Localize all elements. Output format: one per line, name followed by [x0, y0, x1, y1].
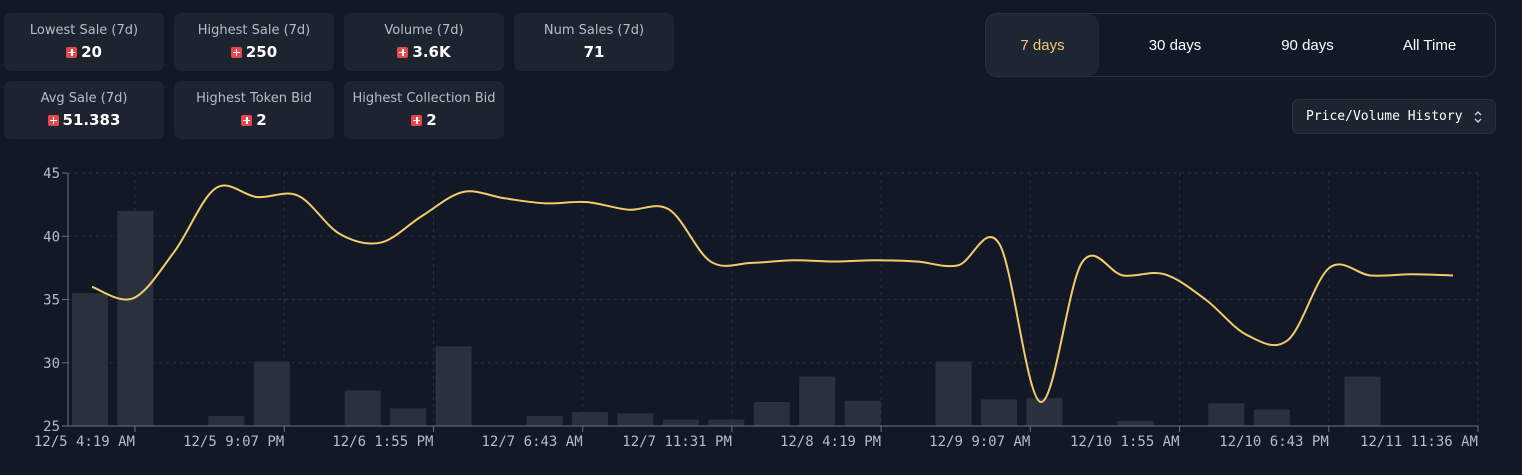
volume-bar: [390, 408, 427, 426]
stat-highest-collection-bid: Highest Collection Bid 2: [344, 81, 504, 139]
stat-value: 51.383: [62, 111, 121, 129]
price-volume-chart: 25 30 35 40 45 12/5 4:19 AM 12/5 9:07 PM 12/6 …: [34, 166, 1479, 450]
volume-bar: [617, 413, 654, 426]
chart-grid: [68, 172, 1479, 427]
x-tick-label: 12/5 4:19 AM: [34, 434, 135, 450]
stat-value: 3.6K: [412, 43, 451, 61]
stat-value: 2: [256, 111, 267, 129]
volume-bar: [935, 361, 972, 426]
volume-bar: [844, 400, 881, 426]
stat-value: 250: [245, 43, 278, 61]
y-axis: 25 30 35 40 45: [43, 166, 69, 435]
x-tick-label: 12/7 6:43 AM: [482, 434, 583, 450]
x-tick-label: 12/10 6:43 PM: [1219, 434, 1329, 450]
volume-bar: [526, 415, 563, 426]
updown-chevron-icon: [1474, 111, 1482, 123]
stat-value: 71: [583, 43, 605, 61]
volume-bar: [253, 361, 290, 426]
volume-bar: [662, 419, 699, 426]
price-line: [91, 184, 1454, 403]
currency-icon: [230, 46, 242, 58]
x-tick-label: 12/9 9:07 AM: [929, 434, 1030, 450]
x-tick-label: 12/8 4:19 PM: [780, 434, 881, 450]
y-tick-label: 30: [43, 356, 60, 372]
stat-value: 20: [81, 43, 102, 61]
x-tick-label: 12/5 9:07 PM: [183, 434, 284, 450]
history-select-value: Price/Volume History: [1306, 109, 1463, 124]
stat-label: Volume (7d): [384, 23, 464, 38]
stat-label: Highest Collection Bid: [352, 91, 496, 106]
stat-highest-token-bid: Highest Token Bid 2: [174, 81, 334, 139]
tab-90-days[interactable]: 90 days: [1281, 36, 1334, 54]
y-tick-label: 40: [43, 229, 60, 245]
volume-bar: [1253, 409, 1290, 426]
tab-30-days[interactable]: 30 days: [1148, 36, 1202, 54]
stat-avg-sale: Avg Sale (7d) 51.383: [4, 81, 164, 139]
volume-bar: [1117, 420, 1154, 426]
volume-bar: [435, 346, 472, 426]
volume-bar: [708, 419, 745, 426]
stat-label: Lowest Sale (7d): [29, 23, 139, 38]
volume-bar: [753, 401, 790, 426]
stat-label: Highest Sale (7d): [197, 23, 311, 38]
stat-label: Num Sales (7d): [543, 23, 645, 38]
time-range-tabs: 7 days 30 days 90 days All Time: [985, 13, 1496, 77]
volume-bar: [1344, 376, 1381, 426]
currency-icon: [411, 114, 423, 126]
stat-highest-sale: Highest Sale (7d) 250: [174, 13, 334, 71]
currency-icon: [397, 46, 409, 58]
stat-value: 2: [426, 111, 437, 129]
currency-icon: [241, 114, 253, 126]
x-axis: 12/5 4:19 AM 12/5 9:07 PM 12/6 1:55 PM 12/7…: [34, 425, 1479, 450]
y-tick-label: 35: [43, 293, 60, 309]
volume-bars: [72, 210, 1381, 426]
volume-bar: [208, 415, 245, 426]
y-tick-label: 25: [43, 419, 60, 435]
currency-icon: [66, 46, 78, 58]
volume-bar: [981, 399, 1017, 426]
stat-label: Avg Sale (7d): [40, 91, 128, 106]
volume-bar: [344, 390, 381, 426]
volume-bar: [799, 376, 836, 426]
history-type-select[interactable]: Price/Volume History: [1292, 99, 1496, 134]
currency-icon: [47, 114, 59, 126]
stat-volume: Volume (7d) 3.6K: [344, 13, 504, 71]
stat-lowest-sale: Lowest Sale (7d) 20: [4, 13, 164, 71]
volume-bar: [72, 293, 108, 426]
tab-7-days[interactable]: 7 days: [986, 14, 1099, 76]
tab-all-time[interactable]: All Time: [1402, 36, 1457, 54]
volume-bar: [117, 210, 154, 426]
x-tick-label: 12/10 1:55 AM: [1070, 434, 1180, 450]
volume-bar: [1026, 398, 1063, 426]
stat-label: Highest Token Bid: [196, 91, 312, 106]
volume-bar: [1208, 403, 1245, 426]
x-tick-label: 12/7 11:31 PM: [622, 434, 732, 450]
y-tick-label: 45: [43, 166, 60, 182]
volume-bar: [571, 412, 608, 426]
x-tick-label: 12/11 11:36 AM: [1360, 434, 1478, 450]
stat-num-sales: Num Sales (7d) 71: [514, 13, 674, 71]
x-tick-label: 12/6 1:55 PM: [332, 434, 433, 450]
